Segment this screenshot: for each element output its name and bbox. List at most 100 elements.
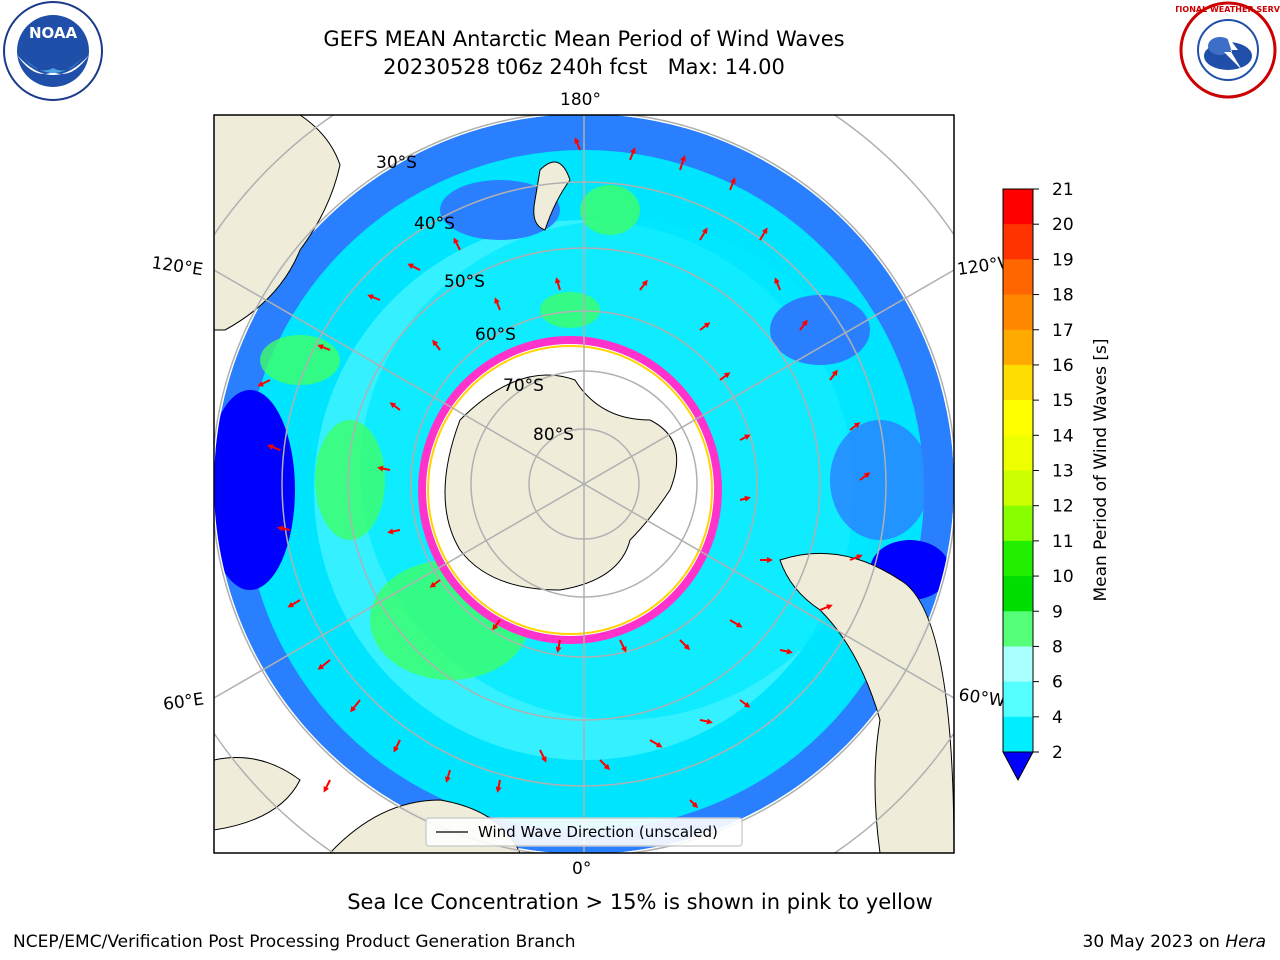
wave-direction-arrows xyxy=(257,137,871,809)
colorbar-extend-triangle xyxy=(1002,751,1034,782)
arrow xyxy=(759,227,768,241)
colorbar-segment xyxy=(1003,224,1033,260)
arrow xyxy=(639,279,648,291)
arrow xyxy=(277,525,291,532)
arrow xyxy=(729,619,743,628)
lon-label-60e: 60°E xyxy=(162,689,205,714)
lon-label-60w: 60°W xyxy=(957,685,1006,711)
colorbar-segment xyxy=(1003,716,1033,753)
arrow xyxy=(317,659,331,670)
new-zealand-landmass xyxy=(533,161,571,231)
colorbar-segment xyxy=(1003,435,1033,471)
arrow xyxy=(432,339,441,351)
footer-host: Hera xyxy=(1225,932,1266,952)
lat-label-70s: 70°S xyxy=(503,376,544,396)
arrow xyxy=(494,297,501,311)
lat-label-50s: 50°S xyxy=(444,272,485,292)
footer-date-text: 30 May 2023 on xyxy=(1082,932,1226,952)
colorbar-tick-label: 17 xyxy=(1052,321,1074,341)
arrow xyxy=(699,227,708,241)
arrow xyxy=(323,779,331,793)
arrow xyxy=(407,263,421,271)
arrow xyxy=(799,319,808,331)
colorbar-segment xyxy=(1003,470,1033,507)
colorbar-segment xyxy=(1003,259,1033,296)
nws-logo: NATIONAL WEATHER SERVICE xyxy=(1176,1,1280,99)
colorbar-tick-label: 13 xyxy=(1052,462,1074,482)
arrow xyxy=(739,434,751,441)
madagascar-landmass xyxy=(214,757,301,831)
colorbar-tick-label: 16 xyxy=(1052,356,1074,376)
arrow xyxy=(689,799,699,809)
colorbar-tick-label: 8 xyxy=(1052,637,1063,657)
lat-label-40s: 40°S xyxy=(414,214,455,234)
colorbar-tick-label: 14 xyxy=(1052,426,1074,446)
arrow xyxy=(539,749,547,763)
colorbar-segment xyxy=(1003,329,1033,366)
lat-label-30s: 30°S xyxy=(376,153,417,173)
colorbar-tick-label: 11 xyxy=(1052,532,1074,552)
arrow xyxy=(257,379,271,387)
arrow xyxy=(574,137,581,151)
colorbar-segment xyxy=(1003,540,1033,577)
arrow xyxy=(267,444,281,451)
colorbar-segment xyxy=(1003,189,1033,225)
arrow xyxy=(774,277,781,291)
arrow xyxy=(819,604,833,611)
arrow xyxy=(492,619,501,631)
arrow xyxy=(429,579,441,588)
colorbar-segment xyxy=(1003,611,1033,647)
arrow xyxy=(367,294,381,301)
arrow xyxy=(599,759,611,771)
arrow xyxy=(739,699,751,708)
colorbar-segment xyxy=(1003,576,1033,612)
noaa-logo-text: NOAA xyxy=(29,24,78,42)
arrow xyxy=(679,155,686,171)
colorbar-segment xyxy=(1003,364,1033,401)
arrow xyxy=(849,554,863,561)
arrow xyxy=(317,344,331,351)
colorbar-tick-label: 9 xyxy=(1052,602,1063,622)
graticule xyxy=(214,115,954,853)
noaa-logo: NOAA xyxy=(3,1,103,101)
arrow xyxy=(729,177,736,191)
arrow xyxy=(779,648,793,655)
colorbar-segment xyxy=(1003,294,1033,331)
chart-title: GEFS MEAN Antarctic Mean Period of Wind … xyxy=(323,27,845,51)
lon-label-120e: 120°E xyxy=(150,253,204,280)
arrow xyxy=(350,699,361,713)
colorbar-segment xyxy=(1003,681,1033,718)
lat-label-60s: 60°S xyxy=(475,325,516,345)
arrow xyxy=(739,495,751,502)
colorbar-tick-label: 12 xyxy=(1052,497,1074,517)
nws-logo-text: NATIONAL WEATHER SERVICE xyxy=(1176,5,1280,14)
colorbar-tick-label: 6 xyxy=(1052,673,1063,693)
legend-label: Wind Wave Direction (unscaled) xyxy=(478,823,718,841)
arrow xyxy=(629,147,636,161)
arrow xyxy=(719,372,731,381)
arrow xyxy=(554,277,561,291)
colorbar-tick-label: 18 xyxy=(1052,286,1074,306)
legend: Wind Wave Direction (unscaled) xyxy=(425,817,743,847)
arrow xyxy=(699,322,711,331)
arrow xyxy=(555,639,562,653)
lat-label-80s: 80°S xyxy=(533,425,574,445)
lon-label-180: 180° xyxy=(560,90,601,110)
arrow xyxy=(829,369,838,381)
arrow xyxy=(287,599,301,608)
colorbar-tick-label: 2 xyxy=(1052,743,1063,763)
arrow xyxy=(444,769,451,783)
colorbar-label: Mean Period of Wind Waves [s] xyxy=(1091,338,1111,601)
colorbar-segment xyxy=(1003,400,1033,436)
colorbar-tick-label: 15 xyxy=(1052,391,1074,411)
arrow xyxy=(679,639,691,651)
arrow xyxy=(849,422,861,431)
arrow xyxy=(649,739,663,748)
sea-ice-note: Sea Ice Concentration > 15% is shown in … xyxy=(347,890,933,914)
colorbar-segment xyxy=(1003,646,1033,683)
map-frame xyxy=(213,114,955,854)
arrow xyxy=(389,402,401,411)
footer-date: 30 May 2023 on Hera xyxy=(1083,932,1267,952)
arrow xyxy=(859,472,871,481)
